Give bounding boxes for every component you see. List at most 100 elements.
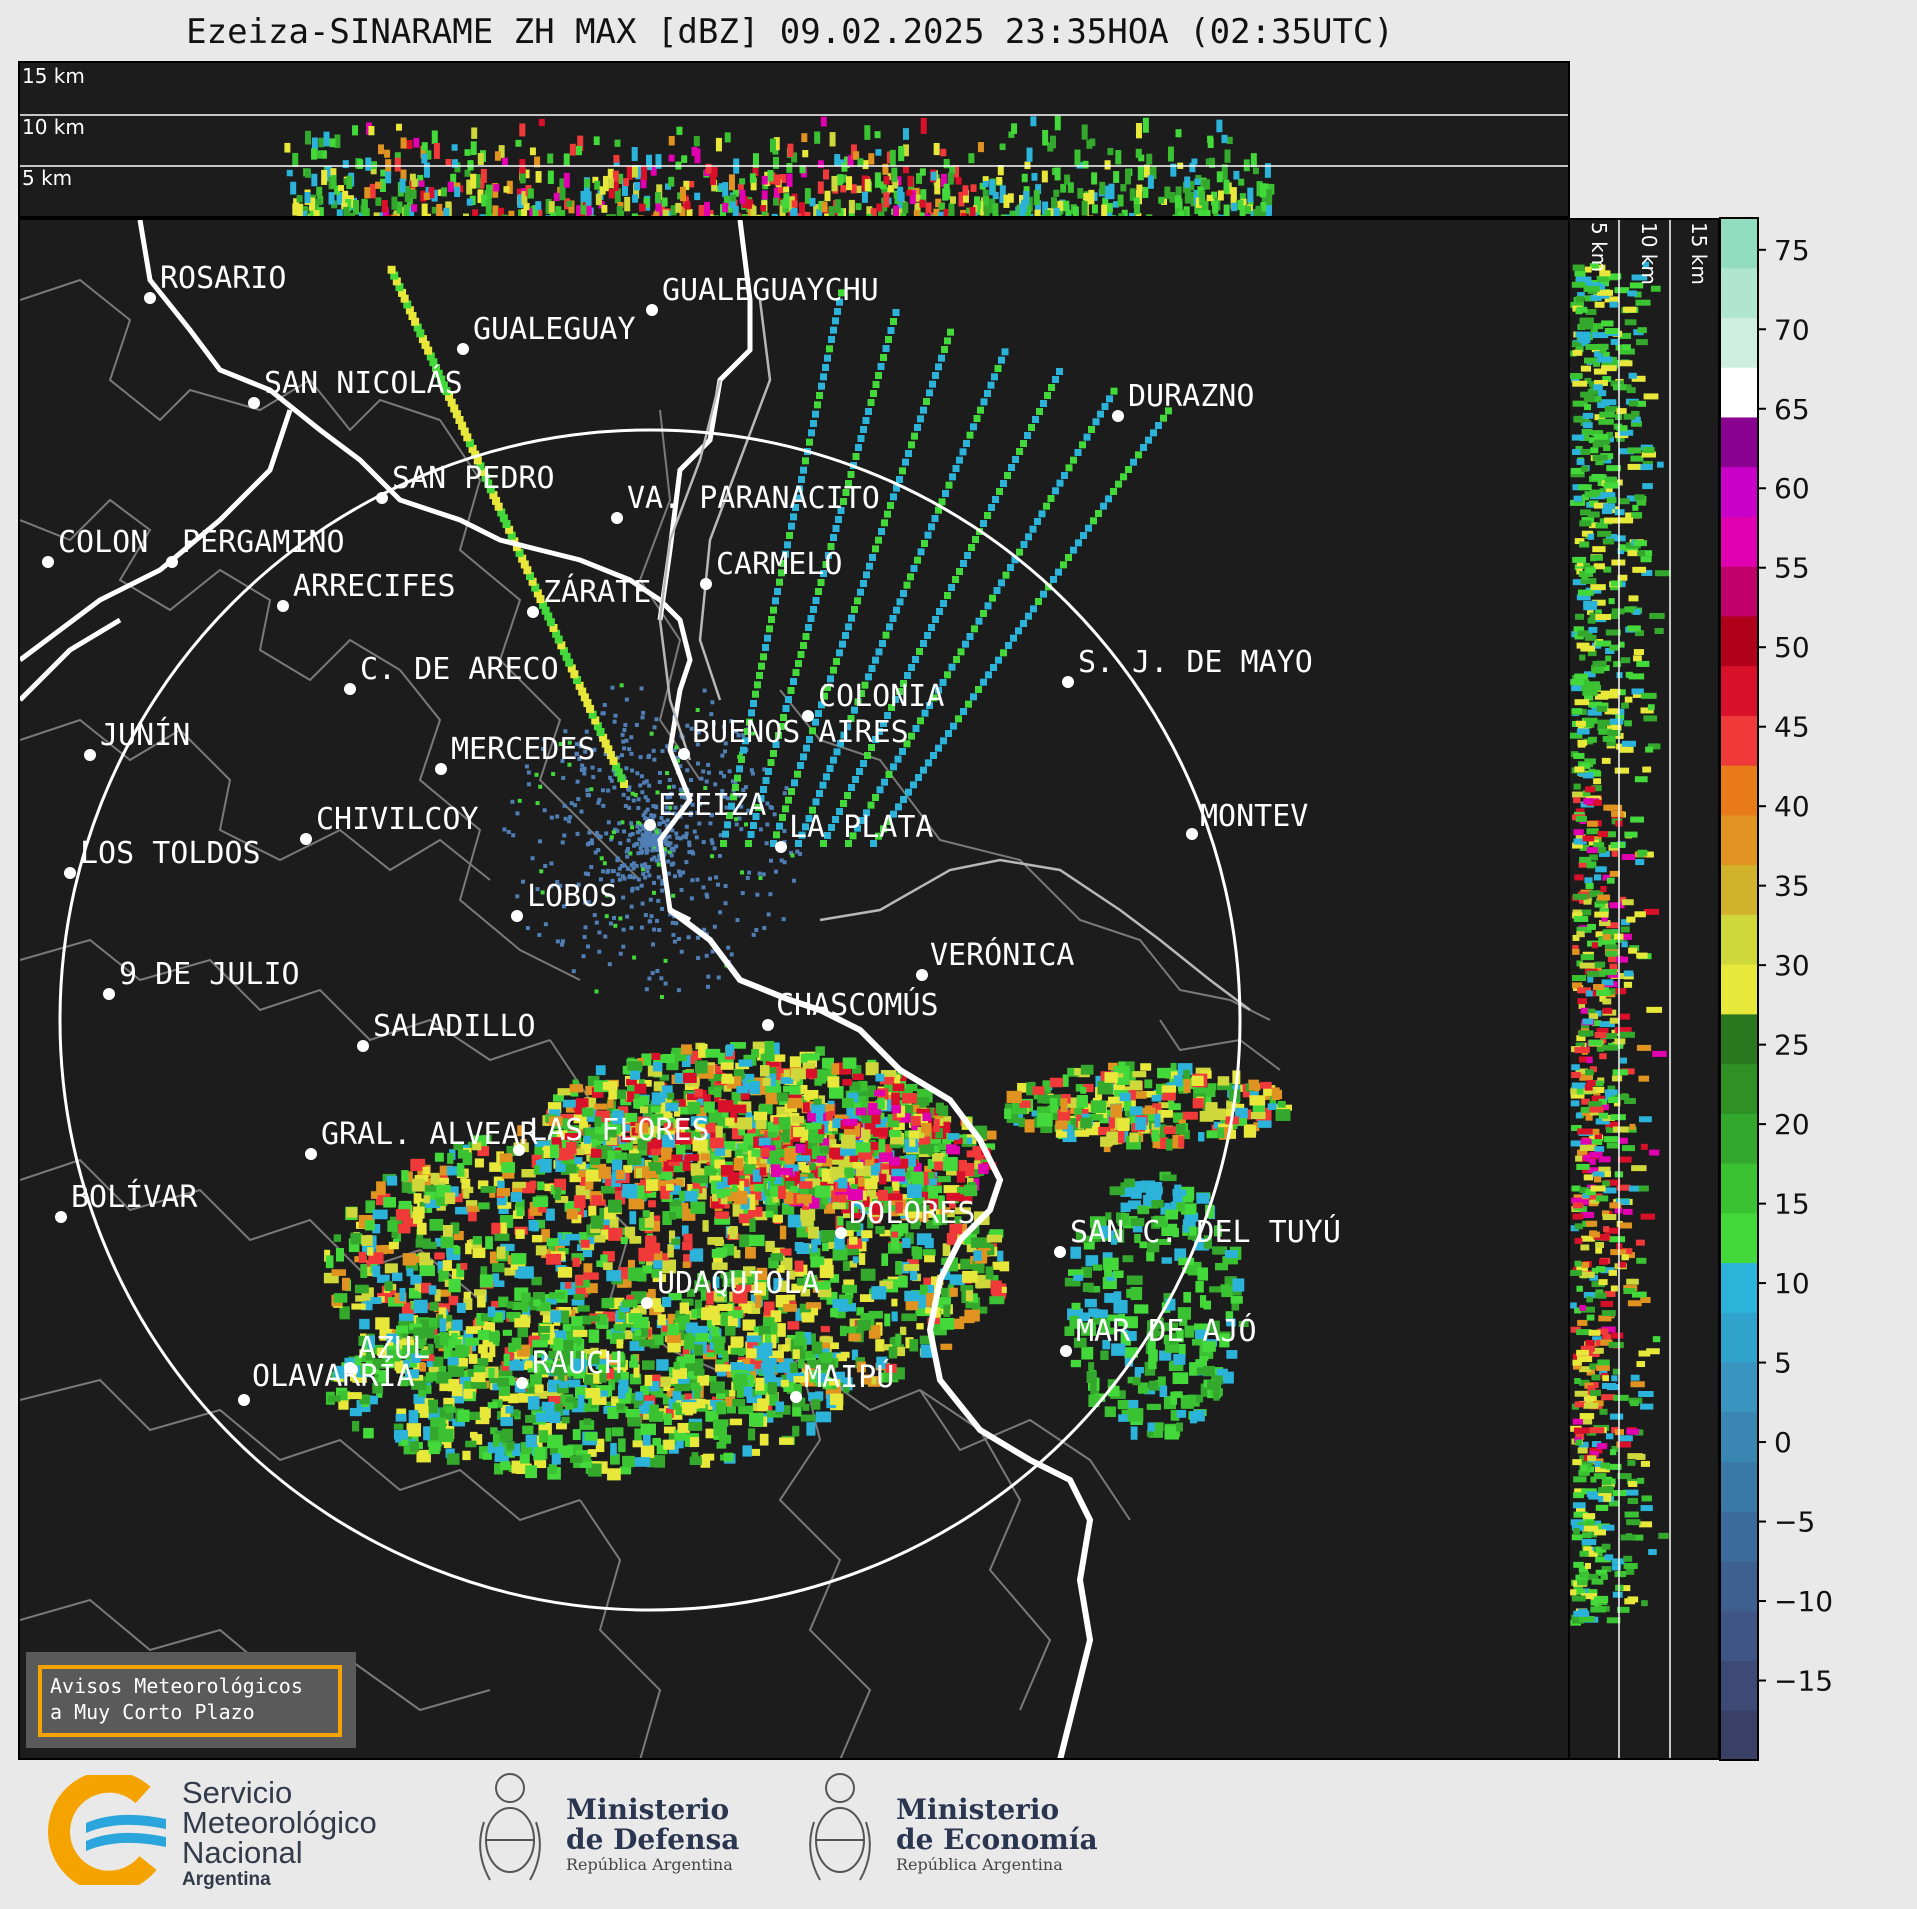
storm-echo bbox=[1067, 1067, 1080, 1077]
storm-echo bbox=[600, 1185, 616, 1194]
storm-echo bbox=[570, 1455, 583, 1463]
storm-echo bbox=[644, 1217, 654, 1228]
clutter-echo bbox=[629, 863, 634, 868]
storm-echo bbox=[451, 1332, 458, 1345]
clutter-echo bbox=[609, 835, 614, 840]
storm-echo bbox=[810, 1256, 825, 1268]
storm-echo bbox=[769, 1054, 786, 1062]
storm-echo bbox=[489, 1188, 496, 1198]
storm-echo bbox=[535, 1245, 547, 1256]
storm-echo bbox=[742, 1266, 756, 1279]
top-profile-echo bbox=[804, 211, 811, 216]
storm-echo bbox=[747, 1428, 756, 1441]
storm-echo bbox=[662, 1211, 672, 1225]
clutter-echo bbox=[650, 817, 655, 822]
clutter-echo bbox=[530, 856, 535, 861]
storm-echo bbox=[668, 1293, 682, 1301]
top-profile-echo bbox=[977, 142, 984, 153]
storm-echo bbox=[833, 1371, 846, 1383]
storm-echo bbox=[478, 1202, 490, 1210]
storm-echo bbox=[837, 1177, 848, 1189]
top-profile-echo bbox=[816, 209, 823, 216]
clutter-echo bbox=[525, 926, 530, 931]
storm-echo bbox=[652, 1221, 661, 1232]
clutter-echo bbox=[656, 898, 661, 903]
storm-echo bbox=[787, 1270, 796, 1280]
storm-echo bbox=[656, 1444, 668, 1455]
top-profile-echo bbox=[968, 153, 975, 164]
storm-echo bbox=[874, 1090, 885, 1097]
storm-echo bbox=[493, 1463, 504, 1475]
top-profile-echo bbox=[999, 143, 1006, 151]
clutter-echo bbox=[737, 816, 742, 821]
clutter-echo bbox=[515, 894, 520, 899]
storm-echo bbox=[661, 1259, 677, 1274]
storm-echo bbox=[435, 1195, 448, 1206]
clutter-echo bbox=[684, 831, 689, 836]
clutter-echo bbox=[697, 795, 702, 800]
top-profile-echo bbox=[1135, 148, 1142, 158]
storm-echo bbox=[1159, 1350, 1172, 1361]
clutter-echo bbox=[668, 912, 673, 917]
storm-echo bbox=[916, 1136, 932, 1147]
clutter-echo bbox=[666, 871, 671, 876]
storm-echo bbox=[695, 1333, 712, 1342]
storm-echo bbox=[419, 1349, 430, 1359]
top-profile-echo bbox=[1177, 211, 1184, 216]
storm-echo bbox=[792, 1126, 806, 1137]
storm-echo bbox=[897, 1346, 906, 1357]
storm-echo bbox=[720, 1272, 734, 1279]
top-profile-echo bbox=[799, 165, 806, 174]
storm-echo bbox=[847, 1188, 863, 1201]
storm-echo bbox=[434, 1252, 445, 1260]
top-profile-echo bbox=[477, 189, 484, 204]
storm-echo bbox=[832, 1202, 846, 1210]
storm-echo bbox=[903, 1264, 920, 1271]
clutter-echo bbox=[646, 841, 651, 846]
top-profile-echo bbox=[710, 173, 717, 185]
storm-echo bbox=[749, 1388, 757, 1397]
storm-echo bbox=[691, 1168, 705, 1177]
storm-echo bbox=[795, 1331, 805, 1339]
clutter-echo bbox=[645, 798, 650, 803]
storm-echo bbox=[838, 1194, 847, 1203]
top-profile-echo bbox=[928, 214, 935, 216]
top-profile-echo bbox=[1086, 139, 1093, 149]
top-profile-echo bbox=[547, 170, 554, 184]
storm-echo bbox=[478, 1344, 488, 1354]
storm-echo bbox=[525, 1434, 538, 1448]
top-profile-echo bbox=[974, 196, 981, 211]
storm-echo bbox=[778, 1117, 791, 1130]
storm-echo bbox=[355, 1295, 366, 1302]
clutter-echo bbox=[631, 866, 636, 871]
storm-echo bbox=[635, 1122, 649, 1134]
clutter-echo bbox=[502, 827, 507, 832]
clutter-echo bbox=[650, 971, 655, 976]
clutter-echo bbox=[606, 820, 611, 825]
storm-echo bbox=[401, 1182, 411, 1193]
storm-echo bbox=[926, 1219, 940, 1229]
storm-echo bbox=[542, 1309, 555, 1323]
storm-echo bbox=[683, 1354, 696, 1364]
storm-echo bbox=[594, 1116, 602, 1127]
top-profile-echo bbox=[503, 186, 510, 193]
clutter-echo bbox=[736, 733, 741, 738]
storm-echo bbox=[496, 1246, 506, 1259]
top-profile-echo bbox=[385, 214, 392, 216]
top-profile-echo bbox=[877, 210, 884, 216]
storm-echo bbox=[667, 1092, 675, 1100]
storm-echo bbox=[653, 1215, 661, 1224]
top-profile-echo bbox=[406, 197, 413, 212]
clutter-echo bbox=[586, 944, 591, 949]
storm-echo bbox=[713, 1086, 722, 1098]
storm-echo bbox=[583, 1263, 593, 1276]
storm-echo bbox=[1074, 1130, 1090, 1137]
storm-echo bbox=[518, 1266, 534, 1279]
clutter-echo bbox=[665, 795, 670, 800]
storm-echo bbox=[749, 1184, 758, 1192]
storm-echo bbox=[767, 1382, 778, 1395]
top-profile-echo bbox=[915, 194, 922, 202]
clutter-echo bbox=[695, 761, 700, 766]
clutter-echo bbox=[672, 748, 677, 753]
clutter-echo bbox=[586, 900, 591, 905]
